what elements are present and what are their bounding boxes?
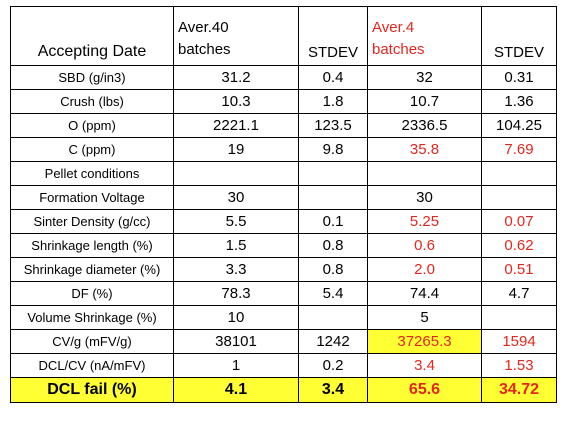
header-stdev-1: STDEV: [298, 6, 368, 66]
cell-aver4: 35.8: [367, 137, 482, 162]
row-label: DCL/CV (nA/mFV): [10, 353, 174, 378]
cell-stdev4: 34.72: [481, 377, 557, 403]
cell-aver4: 74.4: [367, 281, 482, 306]
cell-stdev40: 0.8: [298, 233, 368, 258]
table-row: Sinter Density (g/cc) 5.5 0.1 5.25 0.07: [10, 209, 557, 234]
cell-aver40: 2221.1: [173, 113, 299, 138]
cell-aver4-highlighted: 37265.3: [367, 329, 482, 354]
table-row: Crush (lbs) 10.3 1.8 10.7 1.36: [10, 89, 557, 114]
cell-aver40: 19: [173, 137, 299, 162]
row-label: Formation Voltage: [10, 185, 174, 210]
cell-stdev40: 0.1: [298, 209, 368, 234]
row-label: Shrinkage length (%): [10, 233, 174, 258]
row-label: DCL fail (%): [10, 377, 174, 403]
cell-aver40: 1.5: [173, 233, 299, 258]
cell-stdev40: [298, 185, 368, 210]
table-row-dcl-fail: DCL fail (%) 4.1 3.4 65.6 34.72: [10, 377, 557, 403]
cell-aver4: 0.6: [367, 233, 482, 258]
row-label: DF (%): [10, 281, 174, 306]
cell-aver4: 65.6: [367, 377, 482, 403]
cell-stdev40: 1.8: [298, 89, 368, 114]
row-label: Sinter Density (g/cc): [10, 209, 174, 234]
cell-aver4: 2.0: [367, 257, 482, 282]
row-label: Crush (lbs): [10, 89, 174, 114]
cell-stdev40: 123.5: [298, 113, 368, 138]
header-accepting-date: Accepting Date: [10, 6, 174, 66]
cell-aver40: 78.3: [173, 281, 299, 306]
row-label: C (ppm): [10, 137, 174, 162]
table-row: DCL/CV (nA/mFV) 1 0.2 3.4 1.53: [10, 353, 557, 378]
cell-stdev4: 1.53: [481, 353, 557, 378]
cell-stdev40: 9.8: [298, 137, 368, 162]
cell-stdev4: 0.62: [481, 233, 557, 258]
table-row: Pellet conditions: [10, 161, 557, 186]
cell-stdev4: [481, 305, 557, 330]
table-row: C (ppm) 19 9.8 35.8 7.69: [10, 137, 557, 162]
cell-aver40: 38101: [173, 329, 299, 354]
cell-stdev4: 104.25: [481, 113, 557, 138]
cell-stdev4: 0.07: [481, 209, 557, 234]
cell-aver40: 4.1: [173, 377, 299, 403]
cell-aver40: 10: [173, 305, 299, 330]
table-row: DF (%) 78.3 5.4 74.4 4.7: [10, 281, 557, 306]
cell-stdev4: 1594: [481, 329, 557, 354]
cell-aver4: [367, 161, 482, 186]
cell-aver4: 3.4: [367, 353, 482, 378]
cell-aver40: 30: [173, 185, 299, 210]
cell-aver40: 3.3: [173, 257, 299, 282]
row-label: Volume Shrinkage (%): [10, 305, 174, 330]
row-label: SBD (g/in3): [10, 65, 174, 90]
table-row: Shrinkage diameter (%) 3.3 0.8 2.0 0.51: [10, 257, 557, 282]
cell-stdev4: 1.36: [481, 89, 557, 114]
cell-aver40: 5.5: [173, 209, 299, 234]
cell-stdev40: [298, 161, 368, 186]
table-row: O (ppm) 2221.1 123.5 2336.5 104.25: [10, 113, 557, 138]
cell-aver4: 2336.5: [367, 113, 482, 138]
cell-aver40: 1: [173, 353, 299, 378]
row-label: Shrinkage diameter (%): [10, 257, 174, 282]
table-row: Volume Shrinkage (%) 10 5: [10, 305, 557, 330]
table-row: Formation Voltage 30 30: [10, 185, 557, 210]
cell-aver4: 5.25: [367, 209, 482, 234]
header-stdev-2: STDEV: [481, 6, 557, 66]
header-aver40-batches: Aver.40 batches: [173, 6, 299, 66]
cell-stdev4: 4.7: [481, 281, 557, 306]
cell-stdev40: 0.4: [298, 65, 368, 90]
batch-comparison-table: Accepting Date Aver.40 batches STDEV Aver…: [10, 6, 557, 403]
cell-stdev40: 0.2: [298, 353, 368, 378]
row-label: Pellet conditions: [10, 161, 174, 186]
cell-aver40: [173, 161, 299, 186]
cell-stdev4: 0.51: [481, 257, 557, 282]
header-aver4-batches: Aver.4 batches: [367, 6, 482, 66]
cell-stdev40: 1242: [298, 329, 368, 354]
cell-stdev4: 0.31: [481, 65, 557, 90]
header-row: Accepting Date Aver.40 batches STDEV Aver…: [10, 6, 557, 66]
table-row: SBD (g/in3) 31.2 0.4 32 0.31: [10, 65, 557, 90]
cell-stdev40: 0.8: [298, 257, 368, 282]
cell-stdev4: [481, 161, 557, 186]
cell-aver4: 30: [367, 185, 482, 210]
row-label: CV/g (mFV/g): [10, 329, 174, 354]
cell-aver4: 32: [367, 65, 482, 90]
cell-aver40: 10.3: [173, 89, 299, 114]
cell-stdev4: 7.69: [481, 137, 557, 162]
cell-aver4: 5: [367, 305, 482, 330]
cell-aver40: 31.2: [173, 65, 299, 90]
data-table-container: Accepting Date Aver.40 batches STDEV Aver…: [10, 6, 557, 403]
cell-stdev4: [481, 185, 557, 210]
cell-stdev40: 3.4: [298, 377, 368, 403]
table-row: Shrinkage length (%) 1.5 0.8 0.6 0.62: [10, 233, 557, 258]
cell-stdev40: 5.4: [298, 281, 368, 306]
cell-stdev40: [298, 305, 368, 330]
table-row: CV/g (mFV/g) 38101 1242 37265.3 1594: [10, 329, 557, 354]
row-label: O (ppm): [10, 113, 174, 138]
cell-aver4: 10.7: [367, 89, 482, 114]
